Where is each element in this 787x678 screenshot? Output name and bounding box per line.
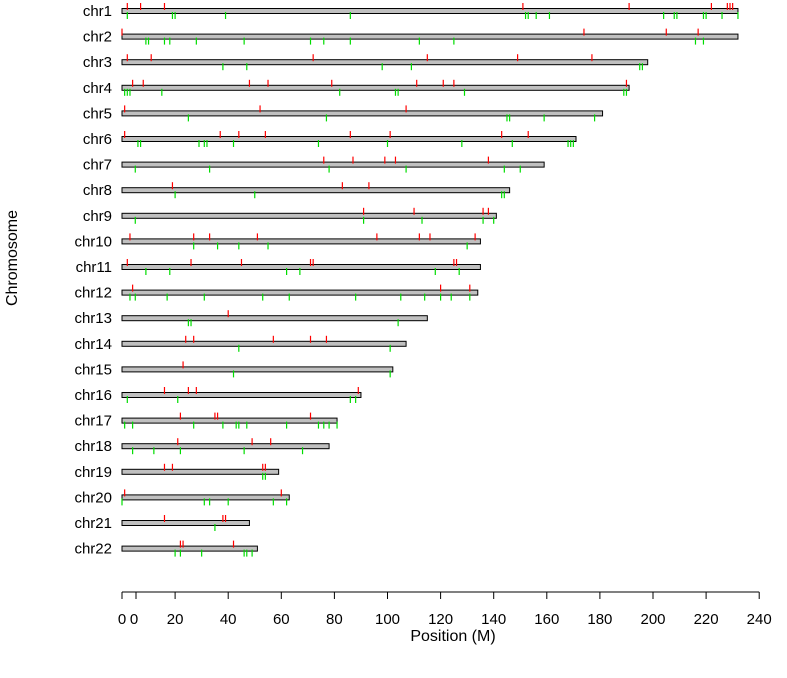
chromosome-bar bbox=[121, 187, 511, 194]
x-tick-label: 0 bbox=[118, 611, 126, 628]
chromosome-tracks: chr1 chr2 chr3 chr4 chr5 chr6 chr7 chr8 chr9 chr1… bbox=[74, 3, 739, 558]
chromosome-bar bbox=[121, 84, 630, 91]
chromosome-label: chr10 bbox=[74, 233, 112, 250]
chromosome-label: chr17 bbox=[74, 413, 112, 430]
chromosome-label: chr8 bbox=[83, 182, 112, 199]
chromosome-bar bbox=[121, 238, 481, 245]
chromosome-bar bbox=[121, 161, 545, 168]
chromosome-bar bbox=[121, 136, 577, 142]
chromosome-label: chr14 bbox=[74, 336, 112, 353]
chromosome-chr18: chr18 bbox=[74, 438, 330, 455]
chromosome-label: chr20 bbox=[74, 489, 112, 506]
chromosome-chr2: chr2 bbox=[83, 29, 739, 46]
y-axis-title: Chromosome bbox=[4, 210, 21, 306]
chromosome-chr3: chr3 bbox=[83, 54, 649, 71]
chromosome-label: chr4 bbox=[83, 80, 112, 97]
x-tick-label: 60 bbox=[273, 611, 290, 628]
x-tick-label: 40 bbox=[220, 611, 237, 628]
chromosome-chr22: chr22 bbox=[74, 540, 258, 558]
chromosome-chr6: chr6 bbox=[83, 131, 577, 148]
chromosome-chr15: chr15 bbox=[74, 361, 394, 378]
x-axis: 0 20 40 60 80 100 120 140 160 180 200 220 240 0 bbox=[118, 591, 772, 628]
chromosome-bar bbox=[121, 366, 394, 373]
chromosome-bar bbox=[121, 443, 330, 450]
chromosome-bar bbox=[121, 545, 258, 552]
chromosome-bar bbox=[121, 110, 604, 117]
chromosome-bar bbox=[121, 264, 481, 270]
chromosome-label: chr1 bbox=[83, 3, 112, 20]
chromosome-chr20: chr20 bbox=[74, 489, 290, 506]
chromosome-chr19: chr19 bbox=[74, 463, 280, 481]
chromosome-bar bbox=[121, 417, 338, 424]
chromosome-label: chr11 bbox=[76, 259, 112, 276]
chromosome-label: chr19 bbox=[74, 464, 112, 481]
chromosome-bar bbox=[121, 315, 428, 322]
x-tick-label: 240 bbox=[747, 611, 772, 628]
chromosome-chr5: chr5 bbox=[83, 105, 604, 122]
x-tick-label: 220 bbox=[694, 611, 719, 628]
chromosome-bar bbox=[121, 212, 497, 219]
chromosome-label: chr12 bbox=[74, 285, 112, 302]
chromosome-bar bbox=[121, 33, 739, 40]
x-tick-label: 0 bbox=[130, 611, 138, 628]
chromosome-label: chr13 bbox=[74, 310, 112, 327]
x-tick-label: 200 bbox=[640, 611, 665, 628]
chromosome-chr8: chr8 bbox=[83, 182, 511, 199]
chromosome-label: chr3 bbox=[83, 54, 112, 71]
chromosome-label: chr15 bbox=[74, 361, 112, 378]
chromosome-bar bbox=[121, 340, 407, 347]
chromosome-label: chr5 bbox=[83, 105, 112, 122]
x-tick-label: 20 bbox=[167, 611, 184, 628]
chromosome-bar bbox=[121, 468, 280, 475]
chromosome-label: chr2 bbox=[83, 29, 112, 46]
chromosome-bar bbox=[121, 494, 290, 501]
chromosome-chr10: chr10 bbox=[74, 233, 481, 250]
x-axis-title: Position (M) bbox=[410, 628, 495, 645]
x-tick-label: 140 bbox=[481, 611, 506, 628]
chromosome-bar bbox=[121, 392, 362, 398]
chromosome-label: chr22 bbox=[74, 541, 112, 558]
x-tick-label: 80 bbox=[326, 611, 343, 628]
chromosome-chr13: chr13 bbox=[74, 310, 428, 327]
chromosome-chr1: chr1 bbox=[83, 3, 739, 20]
chromosome-chr11: chr11 bbox=[76, 259, 481, 276]
chromosome-chr17: chr17 bbox=[74, 412, 338, 430]
chromosome-chr14: chr14 bbox=[74, 335, 407, 353]
chromosome-label: chr21 bbox=[74, 515, 112, 532]
chromosome-bar bbox=[121, 59, 649, 66]
chromosome-chr9: chr9 bbox=[83, 207, 497, 225]
chromosome-chr4: chr4 bbox=[83, 79, 630, 97]
chromosome-chr16: chr16 bbox=[74, 387, 362, 404]
x-tick-label: 100 bbox=[375, 611, 400, 628]
chromosome-bar bbox=[121, 8, 739, 14]
x-tick-label: 180 bbox=[587, 611, 612, 628]
chromosome-chr12: chr12 bbox=[74, 284, 479, 302]
chromosome-label: chr9 bbox=[83, 208, 112, 225]
chromosome-label: chr6 bbox=[83, 131, 112, 148]
chromosome-label: chr18 bbox=[74, 438, 112, 455]
chromosome-label: chr7 bbox=[83, 157, 112, 174]
chromosome-label: chr16 bbox=[74, 387, 112, 404]
chromosome-bar bbox=[121, 289, 479, 296]
chromosome-bar bbox=[121, 520, 250, 526]
chromosome-chr21: chr21 bbox=[74, 515, 250, 532]
x-tick-label: 160 bbox=[534, 611, 559, 628]
chromosome-chr7: chr7 bbox=[83, 156, 545, 174]
x-tick-label: 120 bbox=[428, 611, 453, 628]
